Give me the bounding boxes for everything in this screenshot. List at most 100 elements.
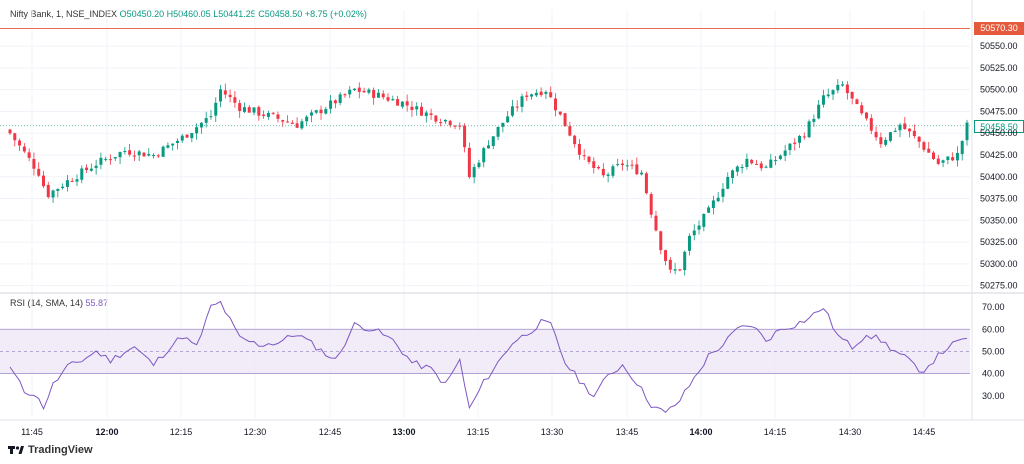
- candle-body: [951, 157, 955, 161]
- candle-body: [238, 103, 242, 112]
- candle-body: [487, 145, 490, 149]
- candle-body: [56, 188, 60, 191]
- candle-body: [18, 140, 22, 146]
- candle-body: [860, 105, 864, 114]
- time-tick-label: 14:30: [839, 427, 862, 437]
- candle-body: [549, 92, 553, 98]
- candle-body: [128, 150, 132, 155]
- candle-body: [257, 107, 261, 116]
- price-tick-label: 50325.00: [980, 237, 1018, 247]
- candle-body: [233, 97, 237, 103]
- price-tick-label: 50275.00: [980, 281, 1018, 291]
- candle-body: [281, 120, 285, 122]
- candle-body: [467, 147, 471, 178]
- candle-body: [941, 160, 945, 163]
- candle-body: [668, 259, 672, 270]
- candle-body: [262, 114, 266, 117]
- candle-body: [716, 197, 720, 202]
- candle-body: [702, 213, 706, 227]
- candle-body: [362, 90, 366, 93]
- candle-body: [290, 122, 294, 124]
- candle-body: [927, 148, 931, 153]
- rsi-tick-label: 70.00: [982, 302, 1005, 312]
- candle-body: [630, 164, 634, 166]
- candle-body: [185, 134, 189, 138]
- candle-body: [544, 91, 548, 94]
- candle-body: [276, 114, 280, 119]
- candle-body: [439, 122, 443, 124]
- price-tick-label: 50375.00: [980, 194, 1018, 204]
- candle-body: [841, 84, 845, 86]
- candle-body: [161, 146, 165, 157]
- time-tick-label: 12:15: [170, 427, 193, 437]
- candle-body: [582, 155, 586, 157]
- candle-body: [482, 148, 486, 163]
- candle-body: [386, 97, 390, 101]
- candle-body: [855, 99, 859, 105]
- candle-body: [472, 167, 476, 178]
- candle-body: [783, 150, 787, 156]
- candle-body: [558, 111, 562, 115]
- candle-body: [357, 87, 361, 92]
- candle-body: [955, 152, 959, 161]
- candle-body: [831, 90, 835, 95]
- candle-body: [711, 200, 715, 209]
- candle-body: [252, 107, 256, 113]
- candle-body: [319, 109, 323, 114]
- time-tick-label: 12:30: [244, 427, 267, 437]
- candle-body: [104, 158, 108, 160]
- candle-body: [219, 89, 223, 102]
- candle-body: [573, 135, 577, 145]
- candle-body: [32, 159, 36, 169]
- candle-body: [530, 94, 534, 97]
- time-tick-label: 11:45: [21, 427, 43, 437]
- candle-body: [247, 107, 251, 113]
- rsi-value: 55.87: [85, 298, 109, 308]
- candle-body: [893, 130, 897, 132]
- candle-body: [601, 168, 605, 176]
- candle-body: [802, 136, 806, 138]
- rsi-series-line: [9, 300, 968, 413]
- candle-body: [137, 151, 141, 156]
- candle-body: [381, 93, 385, 98]
- candle-body: [587, 156, 591, 162]
- candle-body: [754, 163, 758, 165]
- candle-body: [826, 94, 830, 97]
- candle-body: [836, 84, 840, 91]
- candle-body: [166, 145, 170, 148]
- candle-body: [640, 172, 644, 175]
- candle-body: [80, 168, 84, 180]
- candle-body: [874, 131, 878, 138]
- candle-body: [946, 156, 950, 161]
- candle-body: [214, 102, 218, 116]
- candle-body: [745, 158, 749, 167]
- symbol-label: Nifty Bank, 1, NSE_INDEX: [10, 9, 118, 19]
- candle-body: [429, 113, 433, 115]
- candle-body: [286, 121, 290, 123]
- candle-body: [960, 141, 964, 155]
- candle-body: [869, 118, 873, 131]
- candle-body: [209, 116, 213, 118]
- candle-body: [477, 162, 481, 168]
- rsi-tick-label: 60.00: [982, 324, 1005, 334]
- candle-body: [845, 84, 849, 94]
- candle-body: [142, 152, 146, 157]
- candle-body: [41, 175, 45, 187]
- candle-body: [152, 155, 156, 157]
- candle-body: [664, 250, 668, 262]
- candle-body: [343, 94, 347, 96]
- candle-body: [917, 136, 921, 142]
- candle-body: [932, 152, 936, 159]
- candle-body: [242, 107, 246, 112]
- candle-body: [908, 128, 912, 132]
- candle-body: [597, 166, 601, 169]
- high-line-badge: 50570.30: [974, 22, 1024, 36]
- candle-body: [879, 137, 883, 145]
- candle-body: [649, 194, 653, 215]
- candle-body: [683, 251, 687, 271]
- candle-body: [333, 100, 337, 104]
- rsi-label: RSI (14, SMA, 14): [10, 298, 84, 308]
- candle-body: [199, 122, 203, 128]
- candle-body: [99, 157, 103, 165]
